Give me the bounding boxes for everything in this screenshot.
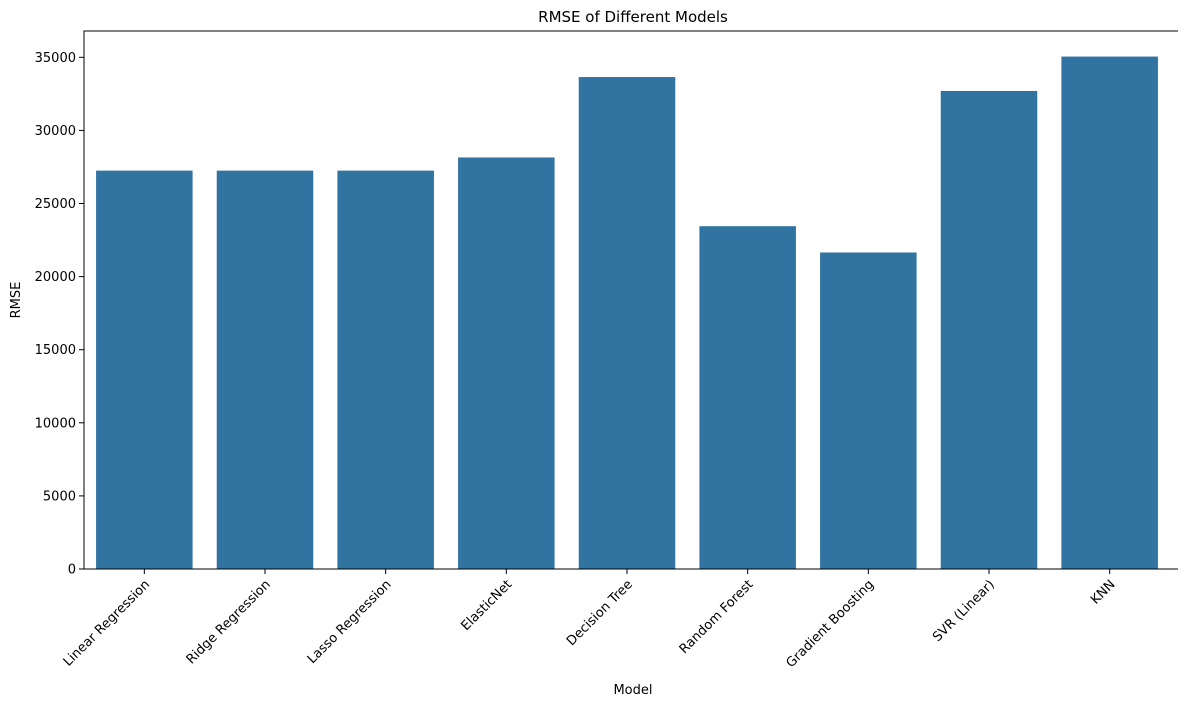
y-tick-label: 5000 [43, 489, 76, 504]
x-tick-label: SVR (Linear) [930, 577, 998, 645]
x-tick-label: KNN [1088, 577, 1118, 607]
bar-decision-tree [578, 77, 676, 569]
bar-svr-linear [940, 90, 1038, 569]
bar-lasso-regression [337, 170, 434, 569]
x-tick-label: Random Forest [677, 577, 757, 657]
y-tick-label: 35000 [35, 51, 76, 66]
x-axis-label: Model [613, 683, 652, 698]
bar-gradient-boosting [820, 252, 917, 569]
x-tick-label: Lasso Regression [305, 577, 395, 667]
bar-knn [1061, 56, 1158, 570]
bar-elasticnet [458, 157, 555, 570]
plot-frame [83, 30, 1178, 570]
y-axis-ticks: 0 5000 10000 15000 20000 25000 30000 35000 [35, 51, 84, 578]
y-tick-label: 30000 [35, 124, 76, 139]
x-tick-label: Linear Regression [61, 577, 153, 669]
y-tick-label: 25000 [35, 197, 76, 212]
bar-ridge-regression [216, 170, 314, 569]
chart-title: RMSE of Different Models [538, 8, 728, 26]
bar-linear-regression [96, 170, 193, 569]
x-tick-label: Decision Tree [564, 577, 636, 649]
y-axis-label: RMSE [9, 282, 24, 319]
y-tick-label: 0 [68, 563, 76, 578]
bars-group [96, 56, 1158, 570]
y-tick-label: 15000 [35, 343, 76, 358]
x-tick-label: ElasticNet [458, 577, 515, 634]
y-tick-label: 10000 [35, 416, 76, 431]
x-axis-ticks: Linear Regression Ridge Regression Lasso R… [61, 569, 1118, 671]
x-tick-label: Ridge Regression [184, 577, 274, 667]
y-tick-label: 20000 [35, 270, 76, 285]
bar-random-forest [699, 226, 796, 569]
x-tick-label: Gradient Boosting [783, 577, 877, 671]
